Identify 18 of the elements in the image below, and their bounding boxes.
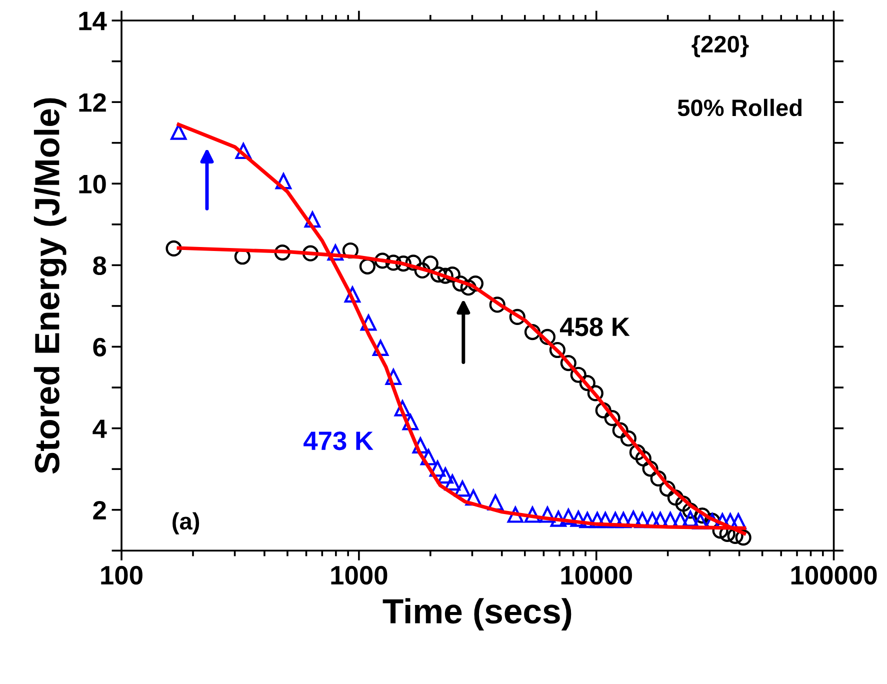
annotation: 50% Rolled (678, 98, 802, 116)
y-tick-label: 14 (79, 12, 107, 30)
y-axis-title: Stored Energy (J/Mole) (34, 98, 66, 474)
x-tick-label: 100 (101, 566, 142, 585)
x-tick-label: 100000 (791, 566, 877, 585)
series-label: 473 K (304, 431, 374, 450)
annotation: {220} (692, 35, 749, 58)
y-tick-label: 8 (93, 256, 106, 276)
y-tick-label: 4 (92, 420, 107, 438)
y-tick-label: 6 (93, 338, 106, 357)
y-tick-label: 10 (79, 174, 106, 194)
x-tick-label: 10000 (561, 566, 632, 585)
y-tick-label: 2 (93, 500, 106, 520)
y-tick-label: 12 (79, 93, 106, 112)
x-tick-label: 1000 (331, 566, 388, 585)
x-axis-title: Time (secs) (382, 598, 572, 631)
annotation: (a) (172, 512, 200, 534)
series-label: 458 K (560, 318, 630, 336)
